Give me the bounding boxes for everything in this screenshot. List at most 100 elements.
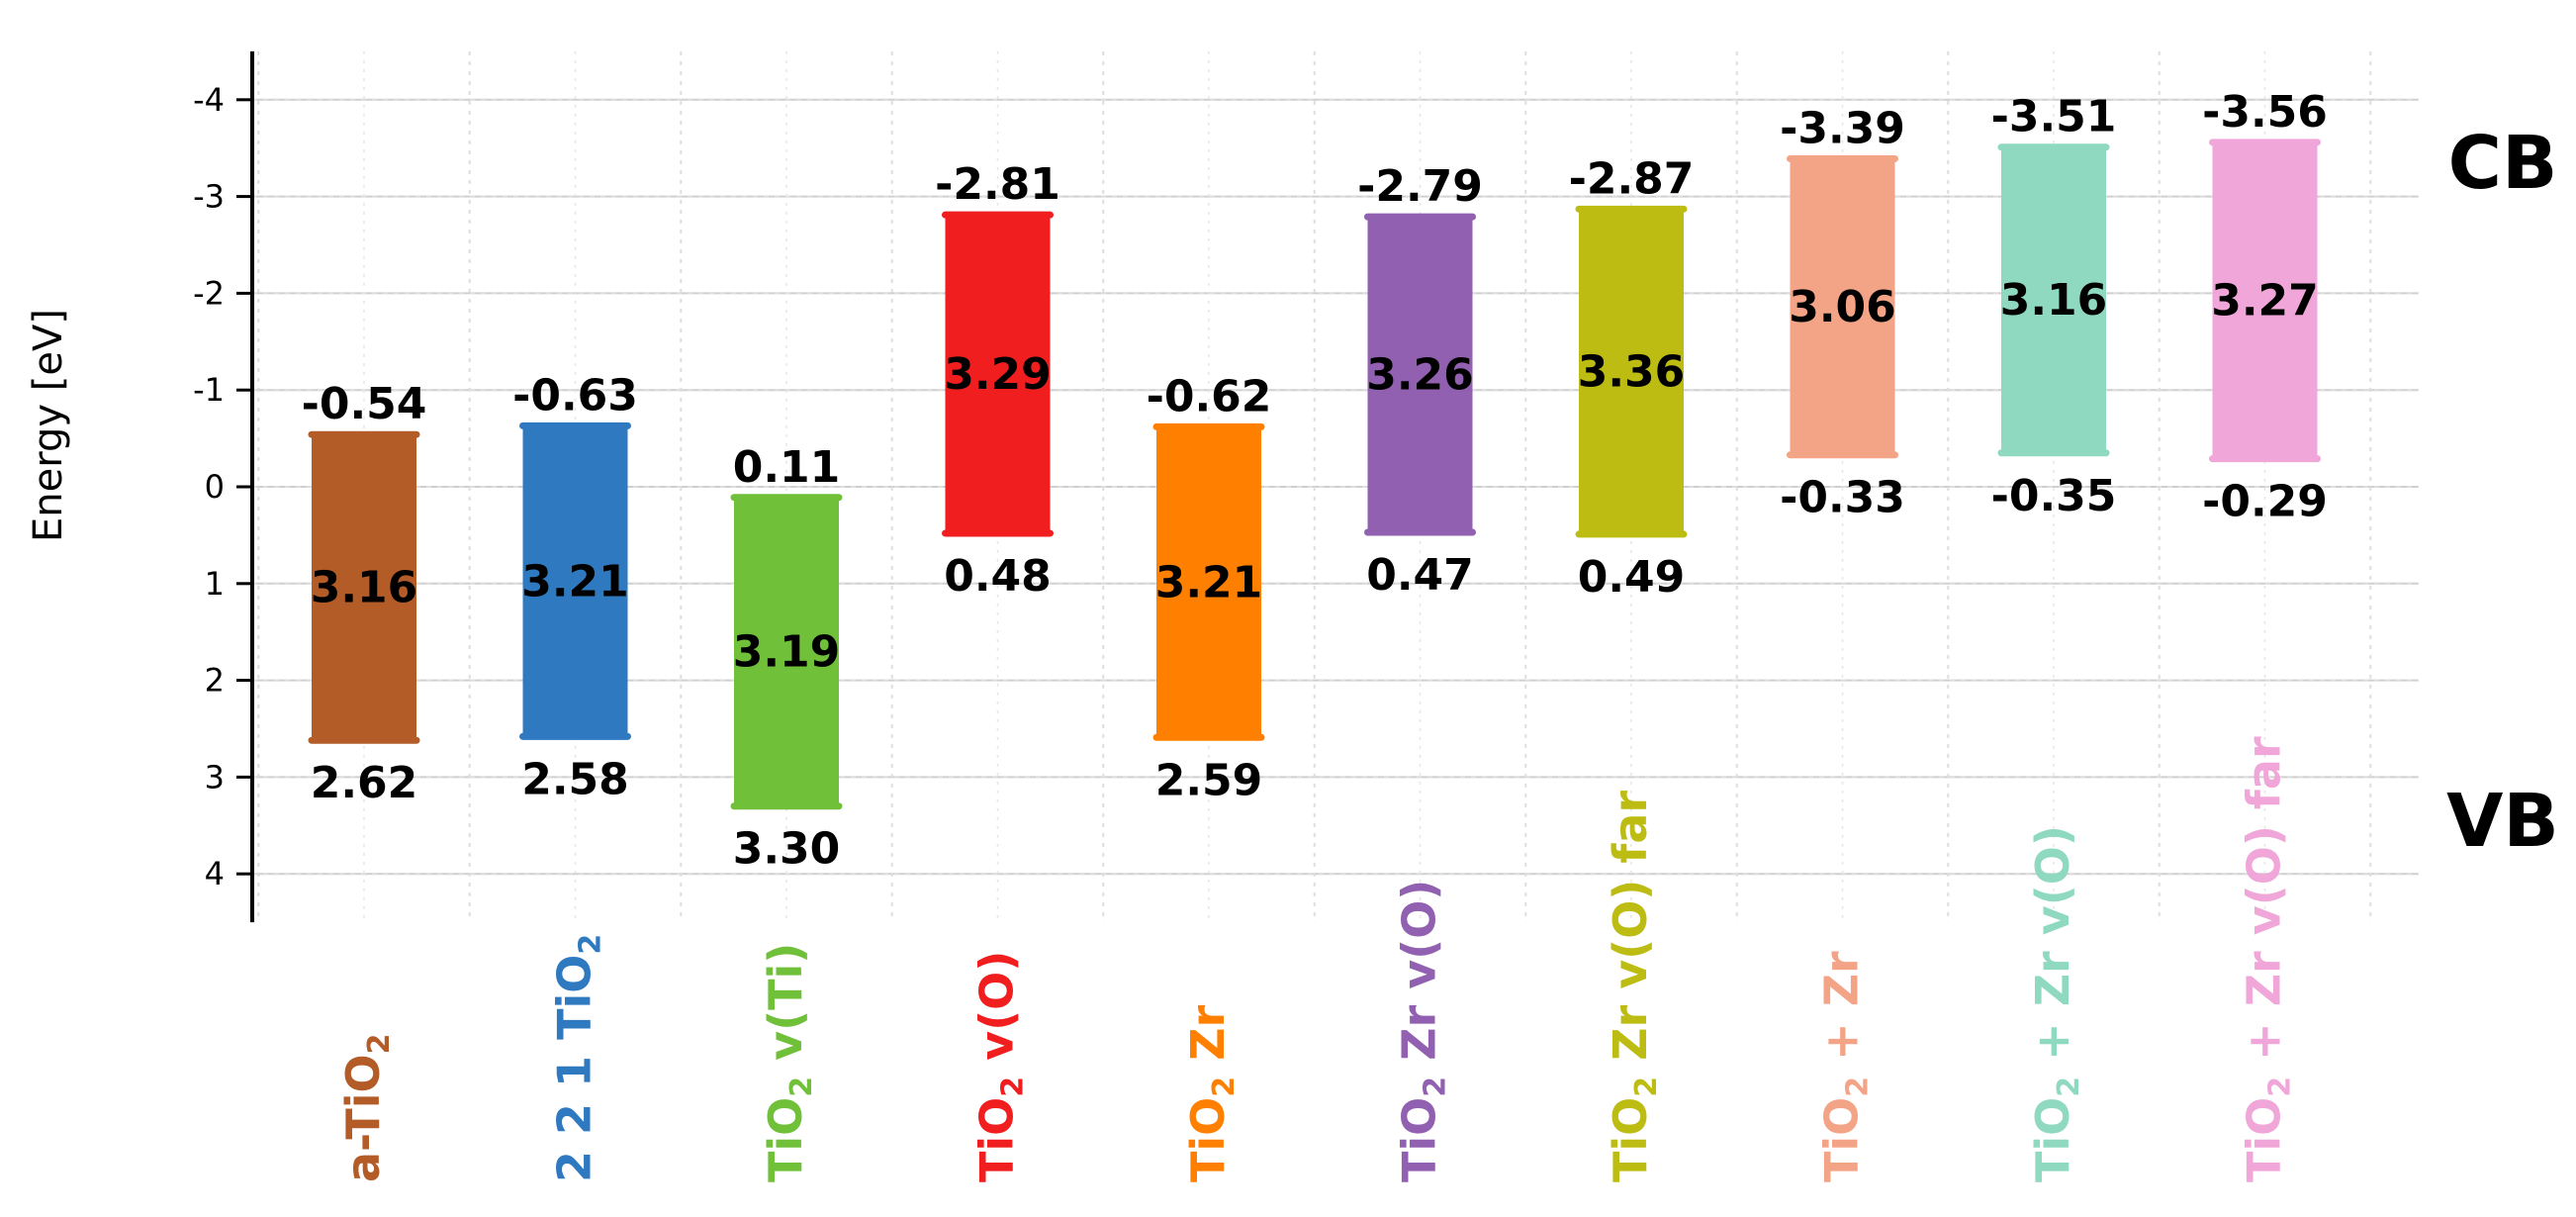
cb-value-label: -3.39 xyxy=(1780,103,1905,153)
band-bar xyxy=(2212,141,2318,459)
category-label: TiO2 + Zr v(O) xyxy=(2026,825,2086,1182)
category-label: TiO2 v(Ti) xyxy=(759,943,819,1182)
cb-value-label: -0.63 xyxy=(512,370,638,421)
category-label: TiO2 v(O) xyxy=(970,951,1031,1182)
category-label-base: a-TiO xyxy=(336,1054,390,1182)
category-label-subscript: 2 xyxy=(362,1034,397,1055)
vb-value-label: -0.29 xyxy=(2202,477,2328,527)
y-tick-label: -1 xyxy=(193,371,225,409)
y-tick-label: 2 xyxy=(205,662,225,700)
gap-value-label: 3.36 xyxy=(1578,347,1686,398)
vb-value-label: 0.48 xyxy=(944,551,1052,602)
bar-group: 0.11 3.30 3.19 TiO2 v(Ti) xyxy=(730,442,843,1182)
category-label: TiO2 Zr v(O) far xyxy=(1604,791,1664,1182)
cb-label: CB xyxy=(2448,121,2558,206)
y-axis: -4 -3 -2 -1 0 1 2 3 4 xyxy=(193,50,254,923)
vb-value-label: 2.59 xyxy=(1155,755,1263,805)
category-label: 2 2 1 TiO2 xyxy=(548,934,608,1182)
category-label-base: 2 2 1 TiO xyxy=(548,955,601,1182)
bar-group: -3.51 -0.35 3.16 TiO2 + Zr v(O) xyxy=(1991,92,2117,1182)
category-label-rest: v(O) xyxy=(970,951,1024,1077)
y-tick-label: -3 xyxy=(193,178,225,216)
y-tick-label: -4 xyxy=(193,81,225,119)
vb-value-label: -0.33 xyxy=(1780,473,1905,523)
category-label: TiO2 Zr v(O) xyxy=(1393,880,1453,1182)
category-label-subscript: 2 xyxy=(996,1077,1031,1097)
category-label-base: TiO xyxy=(1815,1097,1869,1182)
bar-group: -2.79 0.47 3.26 TiO2 Zr v(O) xyxy=(1357,161,1483,1182)
band-bar xyxy=(734,497,839,806)
category-label: a-TiO2 xyxy=(336,1034,397,1183)
category-label-subscript: 2 xyxy=(784,1077,819,1097)
band-bar xyxy=(312,434,416,741)
vb-value-label: 2.62 xyxy=(311,758,418,808)
bar-group: -3.39 -0.33 3.06 TiO2 + Zr xyxy=(1780,103,1905,1182)
category-label-subscript: 2 xyxy=(1841,1077,1876,1097)
category-label-subscript: 2 xyxy=(2052,1077,2086,1097)
cb-value-label: -2.81 xyxy=(935,159,1060,210)
category-label-subscript: 2 xyxy=(574,934,608,955)
y-tick-label: 1 xyxy=(205,565,225,603)
cb-value-label: -0.54 xyxy=(302,379,427,429)
gap-value-label: 3.26 xyxy=(1366,350,1474,401)
vb-label: VB xyxy=(2446,779,2559,864)
gap-value-label: 3.16 xyxy=(2000,275,2108,326)
category-label-subscript: 2 xyxy=(2263,1077,2298,1097)
cb-value-label: -0.62 xyxy=(1147,371,1272,421)
category-label-base: TiO xyxy=(1393,1097,1446,1182)
gap-value-label: 3.21 xyxy=(1155,557,1263,608)
cb-value-label: 0.11 xyxy=(733,442,841,493)
cb-value-label: -3.51 xyxy=(1991,92,2117,142)
category-label-subscript: 2 xyxy=(1629,1077,1664,1097)
category-label-rest: Zr v(O) xyxy=(1393,880,1446,1077)
bars: -0.542.623.16a-TiO2-0.632.583.212 2 1 Ti… xyxy=(302,87,2328,1182)
band-bar xyxy=(522,425,628,737)
category-label: TiO2 + Zr xyxy=(1815,951,1876,1182)
category-label-rest: + Zr v(O) xyxy=(2026,825,2079,1077)
y-tick-label: 3 xyxy=(205,758,225,796)
category-label-subscript: 2 xyxy=(1419,1077,1453,1097)
category-label-rest: + Zr v(O) far xyxy=(2238,736,2291,1077)
category-label-base: TiO xyxy=(970,1097,1024,1182)
bar-group: -3.56 -0.29 3.27 TiO2 + Zr v(O) far xyxy=(2202,87,2328,1182)
cb-value-label: -2.87 xyxy=(1569,153,1695,204)
y-axis-label: Energy [eV] xyxy=(26,309,71,542)
gap-value-label: 3.06 xyxy=(1789,282,1896,332)
category-label: TiO2 Zr xyxy=(1181,1005,1242,1182)
y-tick-label: 0 xyxy=(205,468,225,506)
gap-value-label: 3.19 xyxy=(733,627,841,678)
category-label-rest: + Zr xyxy=(1815,951,1869,1077)
y-tick-label: 4 xyxy=(205,855,225,892)
band-bar xyxy=(2001,146,2106,453)
category-label-base: TiO xyxy=(1604,1097,1657,1182)
bar-group: -0.54 2.62 3.16 a-TiO2 xyxy=(302,379,427,1182)
bar-group: -0.63 2.58 3.21 2 2 1 TiO2 xyxy=(512,370,638,1182)
band-bar xyxy=(1579,209,1684,534)
bar-group: -0.62 2.59 3.21 TiO2 Zr xyxy=(1147,371,1272,1182)
band-bar xyxy=(1156,426,1261,738)
band-bar xyxy=(1367,217,1473,532)
vb-value-label: 0.49 xyxy=(1578,552,1686,603)
category-label-subscript: 2 xyxy=(1207,1077,1242,1097)
gap-value-label: 3.21 xyxy=(521,556,629,607)
gap-value-label: 3.29 xyxy=(944,349,1052,400)
category-label-base: TiO xyxy=(759,1097,812,1182)
bar-group: -2.87 0.49 3.36 TiO2 Zr v(O) far xyxy=(1569,153,1695,1182)
category-label-rest: Zr v(O) far xyxy=(1604,791,1657,1077)
bar-group: -2.81 0.48 3.29 TiO2 v(O) xyxy=(935,159,1060,1182)
vb-value-label: -0.35 xyxy=(1991,471,2117,521)
vb-value-label: 3.30 xyxy=(733,824,841,875)
category-label: TiO2 + Zr v(O) far xyxy=(2238,736,2298,1182)
category-label-rest: v(Ti) xyxy=(759,943,812,1077)
band-bar xyxy=(945,215,1051,533)
category-label-base: TiO xyxy=(2026,1097,2079,1182)
vb-value-label: 0.47 xyxy=(1366,550,1474,601)
cb-value-label: -3.56 xyxy=(2202,87,2328,138)
y-tick-label: -2 xyxy=(193,274,225,312)
vb-value-label: 2.58 xyxy=(521,754,629,804)
band-bar xyxy=(1790,158,1895,455)
category-label-base: TiO xyxy=(1181,1097,1235,1182)
gap-value-label: 3.16 xyxy=(311,563,418,613)
category-label-base: TiO xyxy=(2238,1097,2291,1182)
